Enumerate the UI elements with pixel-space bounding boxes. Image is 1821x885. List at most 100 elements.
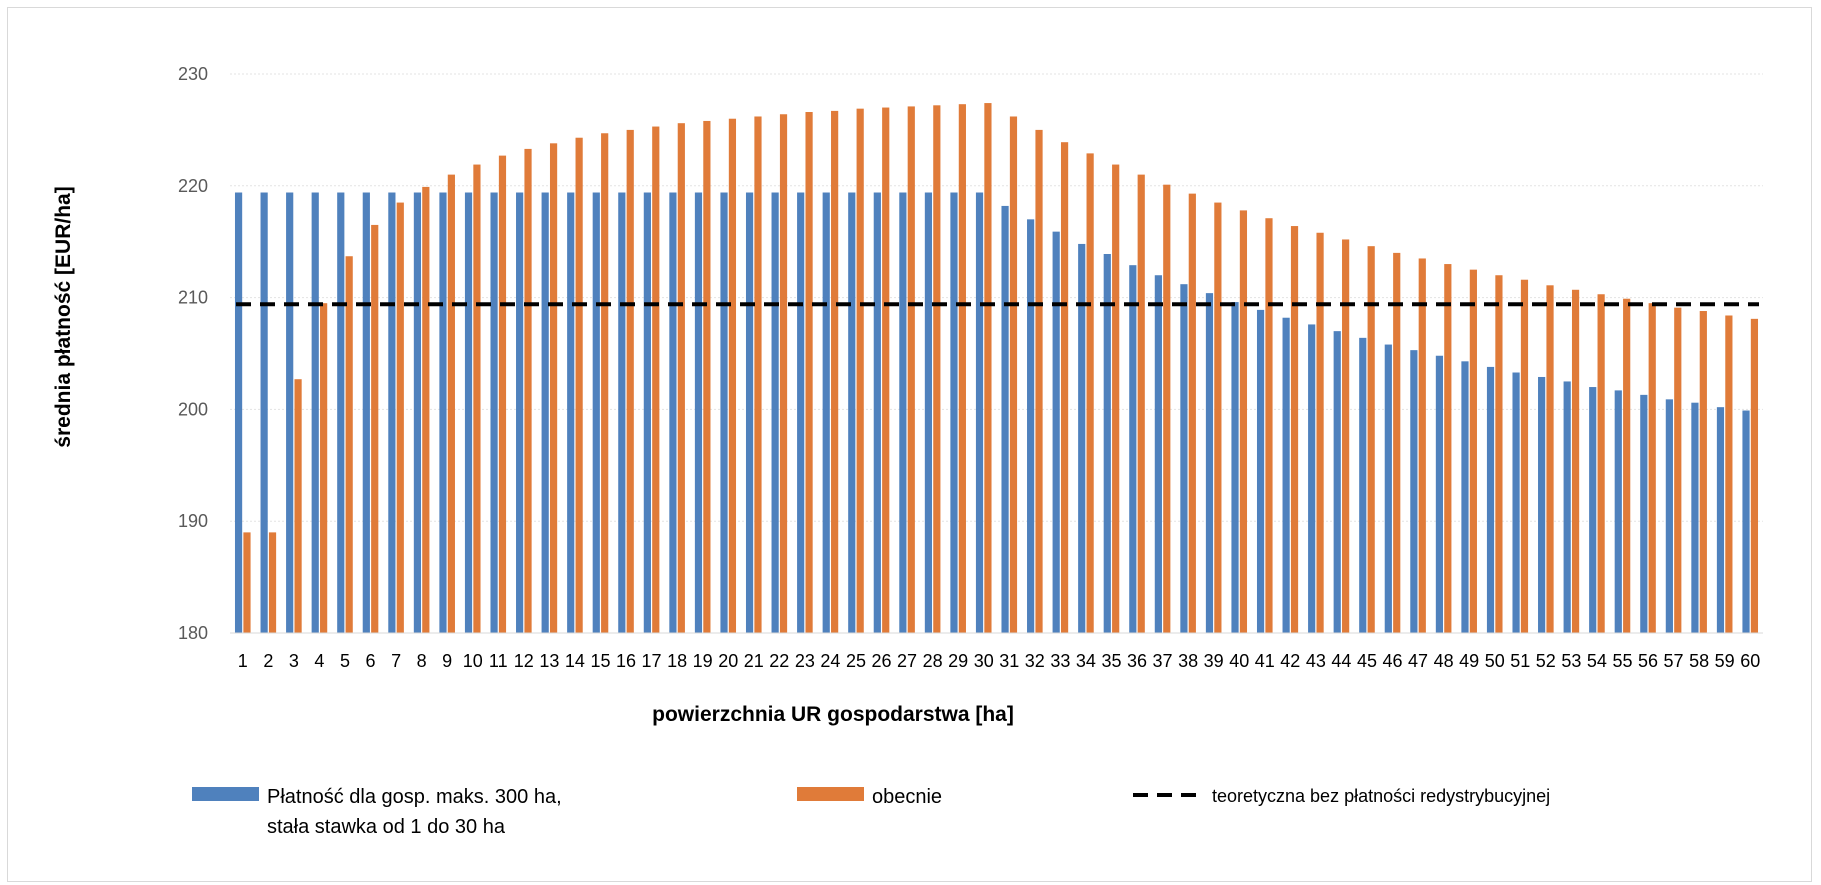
- x-tick-label: 3: [289, 651, 299, 671]
- x-tick-label: 46: [1383, 651, 1403, 671]
- bar-series-2: [626, 129, 634, 633]
- x-tick-label: 8: [417, 651, 427, 671]
- x-tick-label: 54: [1587, 651, 1607, 671]
- y-tick-label: 190: [178, 511, 208, 531]
- bar-series-2: [524, 148, 532, 633]
- bar-series-1: [1231, 302, 1239, 633]
- x-tick-label: 59: [1715, 651, 1735, 671]
- bar-series-2: [882, 107, 890, 634]
- x-tick-label: 53: [1561, 651, 1581, 671]
- bar-series-1: [286, 192, 294, 633]
- x-tick-label: 40: [1229, 651, 1249, 671]
- bar-series-2: [779, 114, 788, 634]
- bar-series-1: [490, 192, 498, 633]
- x-tick-label: 51: [1510, 651, 1530, 671]
- x-tick-label: 41: [1255, 651, 1275, 671]
- bar-series-2: [345, 256, 353, 633]
- bar-series-2: [1674, 307, 1682, 633]
- legend-label-series-1-line-2: stała stawka od 1 do 30 ha: [267, 816, 506, 838]
- bar-series-1: [464, 192, 473, 633]
- bar-series-1: [1256, 309, 1265, 633]
- bar-series-2: [1546, 285, 1554, 633]
- x-tick-label: 32: [1025, 651, 1045, 671]
- bar-series-1: [1538, 376, 1546, 633]
- bar-series-2: [1699, 311, 1707, 633]
- bar-series-2: [1290, 226, 1299, 633]
- bar-series-2: [1520, 279, 1529, 633]
- x-tick-label: 13: [539, 651, 559, 671]
- bar-series-1: [1154, 275, 1162, 633]
- x-tick-label: 27: [897, 651, 917, 671]
- bar-series-1: [924, 192, 933, 633]
- y-axis-title: średnia płatność [EUR/ha]: [52, 186, 75, 447]
- x-tick-label: 31: [999, 651, 1019, 671]
- x-tick-label: 44: [1331, 651, 1351, 671]
- x-tick-label: 43: [1306, 651, 1326, 671]
- x-tick-label: 23: [795, 651, 815, 671]
- bar-series-1: [694, 192, 703, 633]
- x-tick-label: 18: [667, 651, 687, 671]
- y-tick-label: 210: [178, 288, 208, 308]
- bar-series-1: [567, 192, 575, 633]
- bar-series-1: [1410, 350, 1418, 633]
- bar-series-2: [1342, 239, 1350, 634]
- bar-series-1: [1589, 387, 1597, 633]
- bar-series-2: [856, 108, 864, 633]
- bar-series-2: [1750, 318, 1759, 633]
- bar-series-1: [669, 192, 677, 633]
- bar-series-2: [984, 103, 992, 634]
- bar-series-1: [1461, 361, 1469, 633]
- bar-series-1: [1435, 355, 1444, 633]
- bar-series-2: [703, 120, 711, 634]
- bar-series-1: [1129, 265, 1137, 633]
- bar-series-2: [1393, 252, 1401, 633]
- bar-series-1: [1205, 293, 1214, 633]
- bar-series-1: [1333, 331, 1341, 633]
- bar-series-1: [1308, 324, 1316, 633]
- bar-series-1: [541, 192, 549, 633]
- legend-label-series-1-line-1: Płatność dla gosp. maks. 300 ha,: [267, 786, 562, 808]
- bar-series-2: [447, 174, 455, 633]
- x-axis-title: powierzchnia UR gospodarstwa [ha]: [652, 703, 1014, 726]
- bar-series-1: [1512, 372, 1520, 633]
- x-tick-label: 35: [1101, 651, 1121, 671]
- bar-series-2: [1367, 246, 1375, 633]
- bars: [234, 103, 1759, 634]
- bar-series-2: [1444, 264, 1452, 633]
- bar-series-2: [1623, 298, 1631, 633]
- bar-series-1: [899, 192, 907, 633]
- bar-series-2: [422, 186, 430, 633]
- bar-series-2: [1086, 153, 1094, 634]
- bar-series-2: [396, 202, 404, 633]
- bar-series-2: [371, 224, 379, 633]
- bar-series-1: [1078, 243, 1086, 633]
- x-tick-label: 50: [1485, 651, 1505, 671]
- bar-series-1: [720, 192, 728, 633]
- bar-series-2: [1060, 142, 1069, 633]
- bar-series-1: [311, 192, 319, 633]
- bar-series-2: [1571, 289, 1580, 633]
- bar-series-1: [1027, 219, 1035, 633]
- bar-series-1: [1486, 366, 1495, 633]
- x-tick-label: 38: [1178, 651, 1198, 671]
- bar-series-2: [575, 137, 583, 633]
- bar-series-1: [618, 192, 626, 633]
- bar-series-1: [362, 192, 370, 633]
- bar-series-2: [1112, 164, 1120, 634]
- bar-series-1: [745, 192, 754, 633]
- bar-series-2: [320, 303, 328, 633]
- bar-series-2: [907, 106, 915, 633]
- x-tick-label: 55: [1612, 651, 1632, 671]
- x-tick-label: 10: [463, 651, 483, 671]
- bar-series-2: [805, 112, 813, 633]
- bar-series-1: [643, 192, 651, 633]
- bar-series-1: [848, 192, 856, 633]
- x-tick-label: 30: [974, 651, 994, 671]
- x-tick-label: 24: [820, 651, 840, 671]
- y-tick-label: 220: [178, 176, 208, 196]
- x-tick-label: 29: [948, 651, 968, 671]
- bar-series-2: [754, 116, 762, 633]
- x-tick-label: 26: [872, 651, 892, 671]
- x-tick-label: 34: [1076, 651, 1096, 671]
- bar-series-2: [1469, 269, 1477, 633]
